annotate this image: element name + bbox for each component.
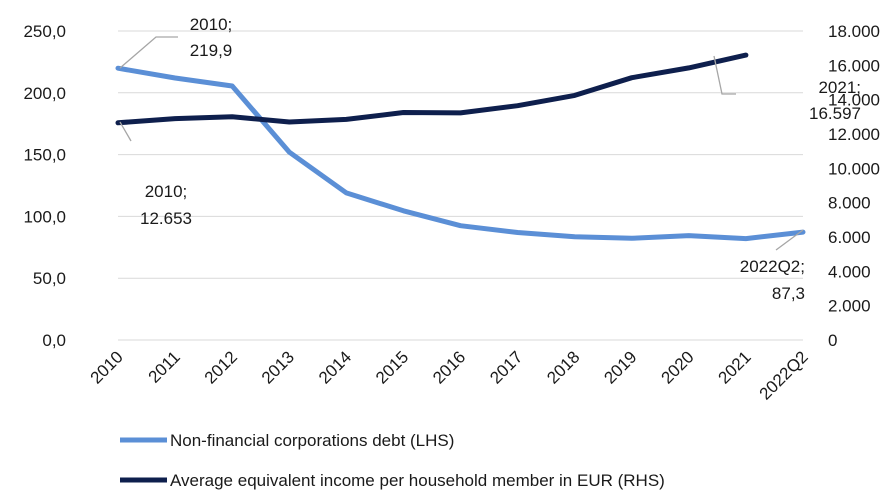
x-tick-label: 2018 [543, 347, 583, 387]
x-tick-label: 2017 [486, 347, 526, 387]
annotation-label: 2010; [145, 182, 188, 201]
left-tick-label: 200,0 [23, 84, 66, 103]
x-tick-label: 2016 [429, 347, 469, 387]
x-tick-label: 2010 [87, 347, 127, 387]
left-tick-label: 150,0 [23, 146, 66, 165]
annotation-leader-line [119, 121, 132, 142]
legend-label-debt: Non-financial corporations debt (LHS) [170, 431, 454, 450]
annotation-label: 2010; [190, 15, 233, 34]
annotation-value: 219,9 [190, 41, 233, 60]
annotation-label: 2021; [818, 78, 861, 97]
x-axis-ticks: 2010 2011 2012 2013 2014 2015 2016 2017 2018 2019… [87, 347, 812, 403]
right-tick-label: 0 [828, 331, 837, 350]
annotation-value: 12.653 [140, 209, 192, 228]
right-tick-label: 18.000 [828, 22, 880, 41]
left-tick-label: 250,0 [23, 22, 66, 41]
right-tick-label: 10.000 [828, 159, 880, 178]
right-tick-label: 6.000 [828, 228, 871, 247]
right-tick-label: 4.000 [828, 262, 871, 281]
x-tick-label: 2022Q2 [756, 347, 812, 403]
right-tick-label: 14.000 [828, 91, 880, 110]
x-tick-label: 2020 [657, 347, 697, 387]
right-tick-label: 2.000 [828, 297, 871, 316]
data-label-annotations: 2010; 219,9 2010; 12.653 2021; 16.597 2022Q2; 8… [119, 15, 861, 303]
x-tick-label: 2014 [315, 347, 355, 387]
legend-label-income: Average equivalent income per household … [170, 471, 665, 490]
x-tick-label: 2012 [201, 347, 241, 387]
x-tick-label: 2011 [145, 347, 184, 386]
x-tick-label: 2013 [258, 347, 298, 387]
income-series-line [115, 52, 749, 126]
legend: Non-financial corporations debt (LHS) Av… [120, 431, 665, 490]
annotation-value: 87,3 [772, 284, 805, 303]
right-tick-label: 12.000 [828, 125, 880, 144]
right-axis-ticks: 0 2.000 4.000 6.000 8.000 10.000 12.000 14.000 1… [828, 22, 880, 350]
annotation-value: 16.597 [809, 104, 861, 123]
left-tick-label: 0,0 [42, 331, 66, 350]
x-tick-label: 2019 [600, 347, 640, 387]
series-lines [115, 52, 806, 242]
left-tick-label: 100,0 [23, 207, 66, 226]
annotation-leader-line [713, 55, 736, 95]
annotation-leader-line [119, 36, 178, 69]
x-tick-label: 2021 [715, 347, 755, 387]
left-axis-ticks: 0,0 50,0 100,0 150,0 200,0 250,0 [23, 22, 66, 350]
debt-series-line [115, 65, 806, 242]
left-tick-label: 50,0 [33, 269, 66, 288]
annotation-leader-line [775, 229, 804, 251]
x-tick-label: 2015 [372, 347, 412, 387]
gridlines [118, 30, 803, 341]
right-tick-label: 8.000 [828, 194, 871, 213]
right-tick-label: 16.000 [828, 56, 880, 75]
annotation-label: 2022Q2; [740, 257, 805, 276]
